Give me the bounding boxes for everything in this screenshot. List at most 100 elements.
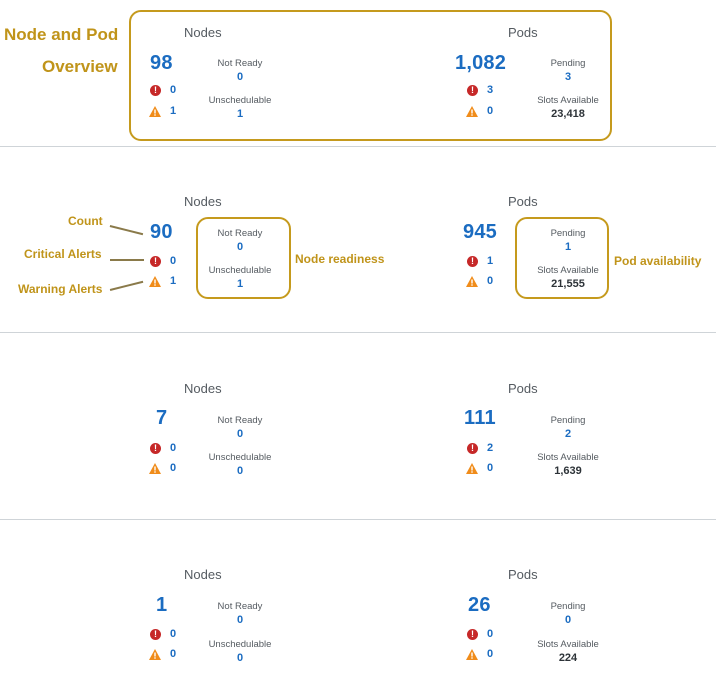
pod-warning-alerts[interactable]: 0 [466,275,493,287]
critical-alert-icon: ! [467,84,478,96]
critical-alert-icon: ! [150,628,161,640]
pending-value: 3 [564,71,572,83]
node-warning-alerts[interactable]: 1 [149,275,176,287]
annotation-node-pod-overview-2: Overview [42,57,118,76]
warning-alert-icon [149,648,161,660]
pod-warning-count: 0 [487,462,494,474]
pod-count[interactable]: 1,082 [455,52,507,74]
panel-divider [0,332,716,333]
pod-warning-alerts[interactable]: 0 [466,648,493,660]
pod-count[interactable]: 26 [468,594,491,616]
pod-critical-alerts[interactable]: ! 0 [467,628,493,640]
pods-title: Pods [508,567,538,582]
pod-count[interactable]: 945 [463,221,497,243]
unschedulable-label: Unschedulable [208,265,272,276]
unschedulable-label: Unschedulable [208,452,272,463]
not-ready-stat[interactable]: Not Ready 0 [185,58,295,84]
overview-panel-2: Nodes 90 ! 0 1 Not Ready 0 Unschedulable… [0,0,716,332]
pod-warning-count: 0 [487,648,494,660]
warning-alert-icon [149,275,161,287]
not-ready-label: Not Ready [217,601,263,612]
not-ready-value: 0 [236,71,244,83]
not-ready-stat[interactable]: Not Ready 0 [185,601,295,627]
nodes-title: Nodes [184,194,222,209]
slots-available-value: 21,555 [551,278,585,290]
node-critical-count: 0 [170,255,177,267]
pod-critical-count: 3 [487,84,494,96]
slots-available-label: Slots Available [537,639,599,650]
slots-available-stat[interactable]: Slots Available 21,555 [513,265,623,291]
node-critical-alerts[interactable]: ! 0 [150,442,176,454]
critical-alert-icon: ! [150,442,161,454]
annotation-critical-leader [110,259,144,261]
not-ready-label: Not Ready [217,415,263,426]
node-warning-count: 0 [170,648,177,660]
pending-stat[interactable]: Pending 0 [513,601,623,627]
node-count[interactable]: 1 [156,594,168,616]
node-critical-alerts[interactable]: ! 0 [150,628,176,640]
pending-stat[interactable]: Pending 1 [513,228,623,254]
node-critical-count: 0 [170,628,177,640]
not-ready-value: 0 [236,241,244,253]
unschedulable-stat[interactable]: Unschedulable 0 [185,639,295,665]
annotation-node-pod-overview-1: Node and Pod [4,25,119,44]
critical-alert-icon: ! [467,255,478,267]
pending-stat[interactable]: Pending 2 [513,415,623,441]
pod-critical-alerts[interactable]: ! 1 [467,255,493,267]
pods-title: Pods [508,25,538,40]
pending-value: 2 [564,428,572,440]
annotation-node-readiness: Node readiness [295,252,385,266]
pod-critical-count: 1 [487,255,494,267]
pod-critical-alerts[interactable]: ! 2 [467,442,493,454]
slots-available-stat[interactable]: Slots Available 23,418 [513,95,623,121]
annotation-critical-alerts: Critical Alerts [24,247,102,261]
slots-available-value: 1,639 [554,465,582,477]
warning-alert-icon [466,275,478,287]
panel-divider [0,146,716,147]
pending-stat[interactable]: Pending 3 [513,58,623,84]
pod-warning-alerts[interactable]: 0 [466,462,493,474]
annotation-pod-availability: Pod availability [614,254,702,268]
node-count[interactable]: 7 [156,407,168,429]
slots-available-stat[interactable]: Slots Available 224 [513,639,623,665]
node-count[interactable]: 98 [150,52,173,74]
critical-alert-icon: ! [467,628,478,640]
slots-available-label: Slots Available [537,95,599,106]
nodes-title: Nodes [184,567,222,582]
pods-title: Pods [508,381,538,396]
warning-alert-icon [466,105,478,117]
panel-divider [0,519,716,520]
node-count[interactable]: 90 [150,221,173,243]
node-warning-alerts[interactable]: 0 [149,462,176,474]
not-ready-stat[interactable]: Not Ready 0 [185,415,295,441]
node-critical-alerts[interactable]: ! 0 [150,255,176,267]
pod-warning-count: 0 [487,275,494,287]
node-warning-count: 0 [170,462,177,474]
unschedulable-stat[interactable]: Unschedulable 1 [185,95,295,121]
pod-warning-alerts[interactable]: 0 [466,105,493,117]
node-warning-alerts[interactable]: 0 [149,648,176,660]
pod-count[interactable]: 111 [464,407,496,429]
node-warning-alerts[interactable]: 1 [149,105,176,117]
unschedulable-value: 0 [236,652,244,664]
not-ready-value: 0 [236,428,244,440]
pod-critical-alerts[interactable]: ! 3 [467,84,493,96]
not-ready-stat[interactable]: Not Ready 0 [185,228,295,254]
pending-value: 0 [564,614,572,626]
node-critical-alerts[interactable]: ! 0 [150,84,176,96]
slots-available-stat[interactable]: Slots Available 1,639 [513,452,623,478]
unschedulable-stat[interactable]: Unschedulable 1 [185,265,295,291]
pending-value: 1 [564,241,572,253]
slots-available-value: 23,418 [551,108,585,120]
node-warning-count: 1 [170,105,177,117]
slots-available-label: Slots Available [537,265,599,276]
nodes-title: Nodes [184,381,222,396]
pending-label: Pending [550,58,586,69]
node-warning-count: 1 [170,275,177,287]
pending-label: Pending [550,228,586,239]
warning-alert-icon [466,462,478,474]
pod-availability-box [515,217,609,299]
unschedulable-stat[interactable]: Unschedulable 0 [185,452,295,478]
critical-alert-icon: ! [150,255,161,267]
